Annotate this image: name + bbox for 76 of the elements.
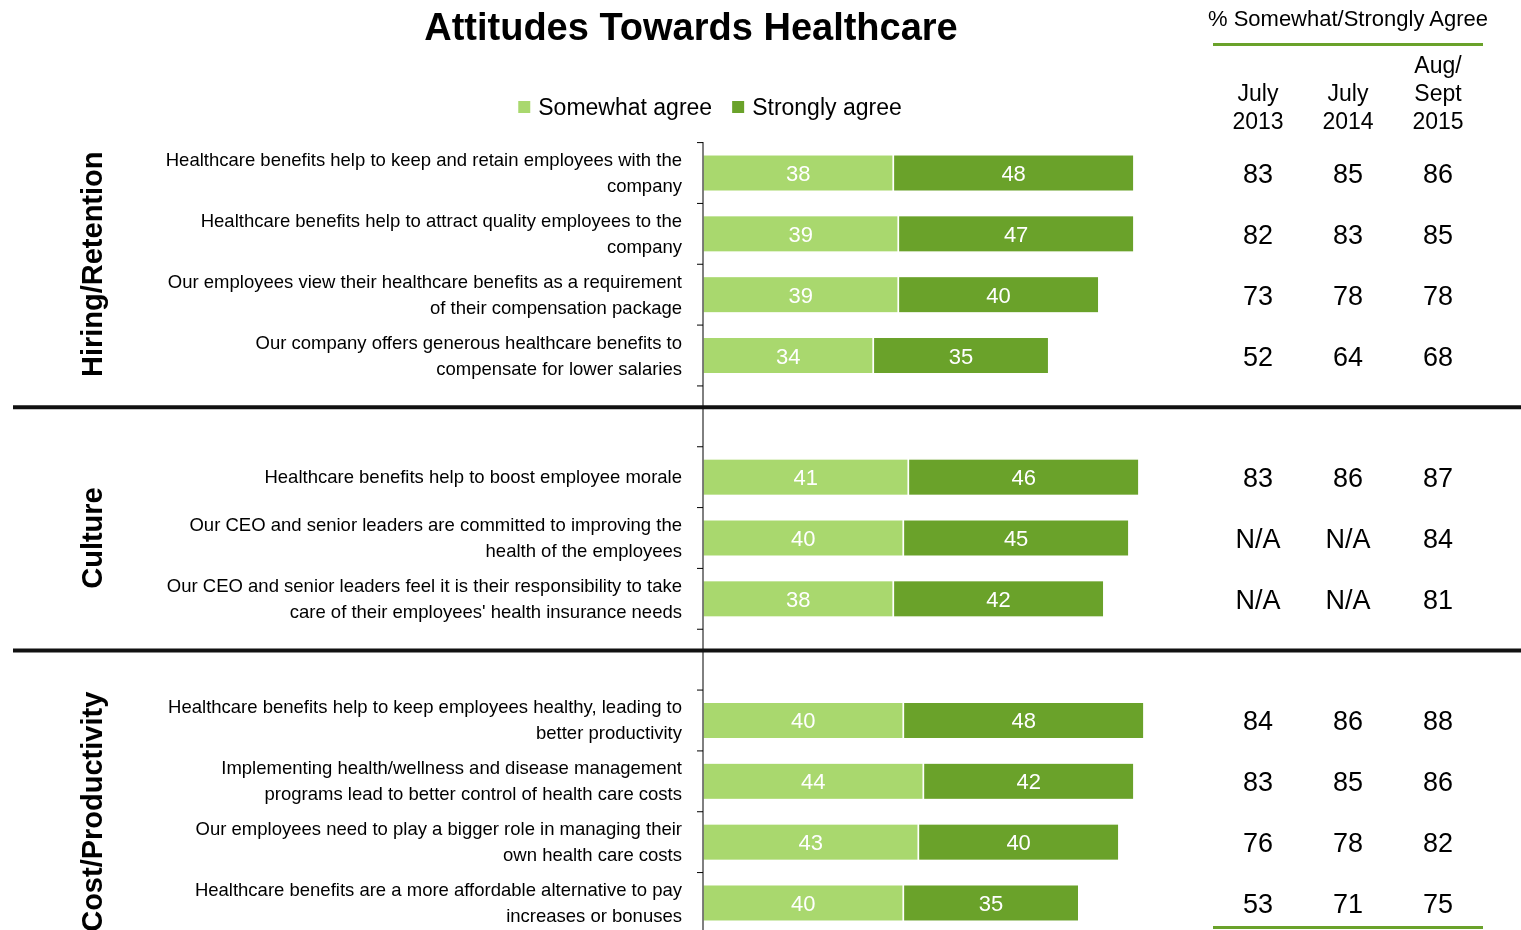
data-label: 44	[800, 769, 826, 795]
data-label: 35	[978, 890, 1004, 916]
data-label: 40	[790, 526, 816, 551]
y-tick-label: Our employees view their healthcare benefits as a requirement of their compensation package	[167, 270, 682, 318]
y-tick-label: Healthcare benefits are a more affordable alternative to pay increases or bonuses	[194, 878, 683, 926]
text: 52	[1242, 341, 1274, 372]
data-label: 43	[798, 830, 823, 856]
category-label: July 2013	[1232, 80, 1284, 134]
legend-label: Somewhat agree	[538, 94, 713, 120]
text: 68	[1422, 341, 1454, 372]
text: 78	[1332, 280, 1364, 311]
data-label: 35	[948, 343, 974, 369]
data-label: 34	[775, 343, 801, 369]
y-tick-label: Healthcare benefits help to keep employees healthy, leading to better productivity	[168, 696, 683, 744]
data-label: 42	[1016, 769, 1041, 795]
text: 85	[1422, 219, 1454, 250]
text: N/A	[1325, 524, 1371, 554]
y-tick-label: Healthcare benefits help to boost employee morale	[264, 466, 682, 488]
text: 73	[1242, 280, 1274, 311]
text: 83	[1332, 219, 1364, 250]
data-label: 48	[1001, 161, 1026, 187]
data-label: 39	[788, 221, 813, 247]
text: 87	[1422, 463, 1454, 494]
text: 82	[1422, 828, 1454, 859]
text: 64	[1332, 341, 1364, 372]
data-label: 40	[1006, 830, 1031, 856]
text: N/A	[1235, 584, 1281, 615]
text: % Somewhat/Strongly Agree	[1207, 6, 1489, 31]
text: 88	[1422, 706, 1454, 737]
data-label: 46	[1011, 465, 1036, 491]
y-tick-label: Our employees need to play a bigger role in managing their own health care costs	[195, 818, 682, 866]
text: 86	[1422, 767, 1454, 798]
y-tick-label: Healthcare benefits help to keep and retain employees with the company	[165, 149, 683, 197]
text: Cost/Productivity	[76, 691, 108, 930]
text: 78	[1332, 828, 1364, 859]
data-label: 41	[793, 465, 818, 491]
text: 83	[1242, 767, 1274, 798]
text: 75	[1422, 888, 1454, 919]
text: 86	[1422, 159, 1454, 190]
text: Hiring/Retention	[76, 151, 108, 378]
data-label: 48	[1011, 708, 1036, 734]
data-label: 38	[785, 161, 811, 187]
text: 78	[1422, 280, 1454, 311]
data-label: 39	[788, 282, 813, 308]
text: 85	[1332, 159, 1364, 190]
y-tick-label: Healthcare benefits help to attract quality employees to the company	[200, 209, 683, 257]
data-label: 40	[790, 708, 816, 734]
data-label: 38	[785, 586, 811, 612]
text: 83	[1242, 463, 1274, 494]
legend-label: Strongly agree	[752, 94, 902, 120]
data-label: 40	[986, 282, 1011, 308]
text: N/A	[1235, 524, 1281, 554]
text: 84	[1422, 524, 1454, 554]
category-label: Aug/ Sept 2015	[1412, 52, 1464, 134]
text: Culture	[76, 487, 108, 589]
text: 86	[1332, 706, 1364, 737]
text: 76	[1242, 828, 1274, 859]
text: 81	[1422, 584, 1454, 615]
data-label: 40	[790, 890, 816, 916]
y-tick-label: Our CEO and senior leaders feel it is their responsibility to take care of their employees' health insurance needs	[166, 574, 682, 622]
y-tick-label: Implementing health/wellness and disease management programs lead to better control of health care costs	[221, 757, 682, 805]
text: 86	[1332, 463, 1364, 494]
y-tick-label: Our company offers generous healthcare benefits to compensate for lower salaries	[255, 331, 682, 379]
data-label: 42	[986, 586, 1011, 612]
text: 85	[1332, 767, 1364, 798]
text: 71	[1332, 888, 1364, 919]
y-tick-label: Our CEO and senior leaders are committed to improving the health of the employees	[189, 514, 682, 561]
text: N/A	[1325, 584, 1371, 615]
text: 53	[1242, 888, 1274, 919]
text: 82	[1242, 219, 1274, 250]
category-label: July 2014	[1322, 80, 1374, 134]
data-label: 47	[1003, 221, 1029, 247]
chart-title: Attitudes Towards Healthcare	[424, 6, 958, 48]
text: 83	[1242, 159, 1274, 190]
data-label: 45	[1003, 526, 1029, 551]
text: 84	[1242, 706, 1274, 737]
